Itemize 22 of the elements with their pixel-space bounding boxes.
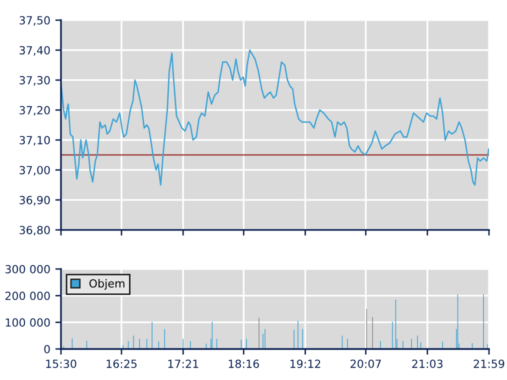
x-tick-label: 16:25: [106, 360, 137, 368]
y-tick-label: 0: [44, 344, 50, 354]
x-tick-label: 20:07: [350, 360, 381, 368]
y-tick-label: 200 000: [5, 292, 50, 300]
x-tick-label: 19:12: [290, 360, 320, 368]
y-tick-label: 36,90: [20, 196, 50, 206]
x-tick-label: 21:03: [412, 360, 443, 368]
y-tick-label: 37,40: [20, 46, 50, 56]
y-tick-label: 37,10: [20, 136, 50, 146]
y-tick-label: 37,20: [20, 106, 50, 116]
y-tick-label: 37,50: [20, 16, 50, 26]
y-tick-label: 36,80: [20, 226, 50, 236]
legend-label: Objem: [89, 279, 124, 290]
x-tick-label: 17:21: [168, 360, 198, 368]
y-tick-label: 100 000: [6, 318, 50, 327]
y-tick-label: 300 000: [5, 264, 50, 274]
y-tick-label: 37,00: [20, 166, 50, 176]
x-tick-label: 18:16: [228, 360, 259, 368]
x-tick-label: 21:59: [474, 360, 504, 368]
line-series: [60, 49, 489, 186]
x-tick-label: 15:30: [46, 360, 76, 368]
y-tick-label: 37,30: [20, 76, 50, 86]
